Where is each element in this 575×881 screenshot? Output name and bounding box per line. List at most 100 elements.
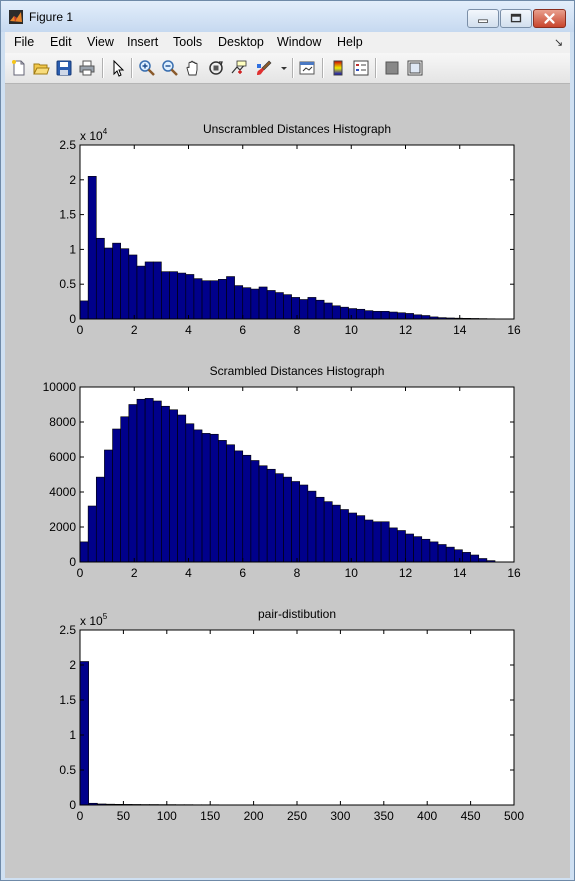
unscrambled-bar: [161, 271, 170, 320]
insert-colorbar-icon[interactable]: [329, 59, 347, 77]
axes-unscrambled[interactable]: 0 2 4 6 8 10 12 14 16 0 0.5 1 1.5 2 2.5 Unscrambled Dis…: [59, 122, 521, 337]
pair-distribution-plot-area[interactable]: [80, 630, 514, 805]
unscrambled-bar: [112, 242, 121, 320]
zoom-in-icon[interactable]: [138, 59, 156, 77]
menu-window[interactable]: Window: [277, 35, 322, 49]
show-plot-tools-icon[interactable]: [406, 59, 424, 77]
scrambled-bar: [161, 405, 170, 563]
scrambled-bar: [136, 398, 146, 563]
menu-edit[interactable]: Edit: [50, 35, 72, 49]
scrambled-bar: [177, 414, 187, 563]
scrambled-title: Scrambled Distances Histograph: [210, 364, 385, 378]
scrambled-bar: [470, 554, 480, 563]
rotate-3d-icon[interactable]: [207, 59, 225, 77]
scrambled-bar: [209, 433, 219, 563]
unscrambled-bar: [177, 272, 187, 320]
unscrambled-title: Unscrambled Distances Histograph: [203, 122, 391, 136]
menu-tools[interactable]: Tools: [173, 35, 203, 49]
unscrambled-bar: [128, 254, 138, 320]
menu-insert[interactable]: Insert: [127, 35, 159, 49]
minimize-button[interactable]: [467, 9, 499, 28]
axes-scrambled[interactable]: 0 2 4 6 8 10 12 14 16 0 2000 4000 6000 8000 10000 Scram…: [43, 364, 521, 580]
title-bar[interactable]: Figure 1: [1, 1, 574, 32]
brush-icon[interactable]: [255, 59, 273, 77]
open-file-icon[interactable]: [32, 59, 50, 77]
unscrambled-bar: [274, 292, 284, 320]
scrambled-bar: [372, 521, 382, 563]
toolbar-separator: [322, 58, 324, 78]
figure-canvas: 0 2 4 6 8 10 12 14 16 0 0.5 1 1.5 2 2.5 Unscrambled Dis…: [5, 84, 570, 878]
scrambled-ytick-label: 2000: [49, 520, 76, 534]
scrambled-bar: [193, 429, 203, 563]
pair-distribution-xtick-label: 200: [244, 809, 264, 823]
new-figure-icon[interactable]: [10, 59, 28, 77]
pair-distribution-title: pair-distibution: [258, 607, 336, 621]
hide-plot-tools-icon[interactable]: [383, 59, 401, 77]
scrambled-bar: [258, 465, 268, 563]
unscrambled-bar: [144, 261, 154, 320]
unscrambled-bar: [87, 176, 97, 320]
unscrambled-bar: [323, 302, 333, 320]
window-title: Figure 1: [29, 10, 74, 24]
scrambled-bar: [218, 440, 227, 563]
unscrambled-bar: [250, 288, 260, 320]
minimize-icon: [478, 19, 488, 23]
unscrambled-bar: [234, 285, 244, 320]
scrambled-bar: [291, 481, 301, 563]
scrambled-bar: [87, 505, 97, 563]
unscrambled-xtick-label: 2: [131, 323, 138, 337]
axes-pair-distribution[interactable]: 0 50 100 150 200 250 300 350 400 450 500 0 0.5 1 1.5 2 2…: [59, 607, 524, 823]
unscrambled-bar: [364, 310, 374, 320]
scrambled-bar: [445, 546, 455, 563]
scrambled-bar: [331, 504, 341, 563]
unscrambled-bar: [152, 261, 162, 320]
edit-plot-arrow-icon[interactable]: [109, 59, 127, 77]
scrambled-xtick-label: 14: [453, 566, 467, 580]
print-icon[interactable]: [78, 59, 96, 77]
unscrambled-yexponent: x 104: [80, 127, 108, 143]
unscrambled-bar: [258, 286, 268, 320]
maximize-button[interactable]: [500, 9, 532, 28]
insert-legend-icon[interactable]: [352, 59, 370, 77]
unscrambled-bar: [356, 308, 366, 320]
scrambled-bar: [185, 423, 195, 563]
scrambled-bar: [413, 536, 423, 563]
data-cursor-icon[interactable]: [230, 59, 248, 77]
pair-distribution-xtick-label: 50: [117, 809, 131, 823]
scrambled-xtick-label: 2: [131, 566, 138, 580]
save-icon[interactable]: [55, 59, 73, 77]
scrambled-bar: [104, 449, 113, 563]
close-button[interactable]: [533, 9, 566, 28]
scrambled-bar: [356, 515, 366, 563]
zoom-out-icon[interactable]: [161, 59, 179, 77]
brush-dropdown-icon[interactable]: [275, 59, 287, 77]
menu-desktop[interactable]: Desktop: [218, 35, 264, 49]
scrambled-bar: [95, 476, 105, 563]
toolbar-separator: [292, 58, 294, 78]
unscrambled-bar: [242, 287, 252, 320]
unscrambled-bar: [340, 306, 349, 320]
pair-distribution-ytick-label: 2.5: [59, 623, 76, 637]
toolbar-separator: [375, 58, 377, 78]
scrambled-bar: [397, 530, 406, 563]
scrambled-bar: [454, 549, 463, 563]
unscrambled-bar: [120, 248, 130, 320]
scrambled-bar: [429, 541, 439, 563]
unscrambled-bar: [380, 311, 390, 320]
pan-hand-icon[interactable]: [184, 59, 202, 77]
menu-file[interactable]: File: [14, 35, 35, 49]
scrambled-ytick-label: 10000: [43, 380, 77, 394]
unscrambled-xtick-label: 6: [239, 323, 246, 337]
menu-help[interactable]: Help: [337, 35, 363, 49]
unscrambled-bar: [405, 313, 414, 320]
unscrambled-xtick-label: 12: [399, 323, 413, 337]
scrambled-bar: [234, 450, 244, 563]
pair-distribution-ytick-label: 0: [69, 798, 76, 812]
menu-view[interactable]: View: [87, 35, 114, 49]
scrambled-bar: [364, 519, 374, 563]
scrambled-bar: [421, 538, 431, 563]
link-plot-icon[interactable]: [298, 59, 316, 77]
pair-distribution-ytick-label: 1: [69, 728, 76, 742]
dock-arrow-icon[interactable]: ↘: [554, 37, 564, 49]
